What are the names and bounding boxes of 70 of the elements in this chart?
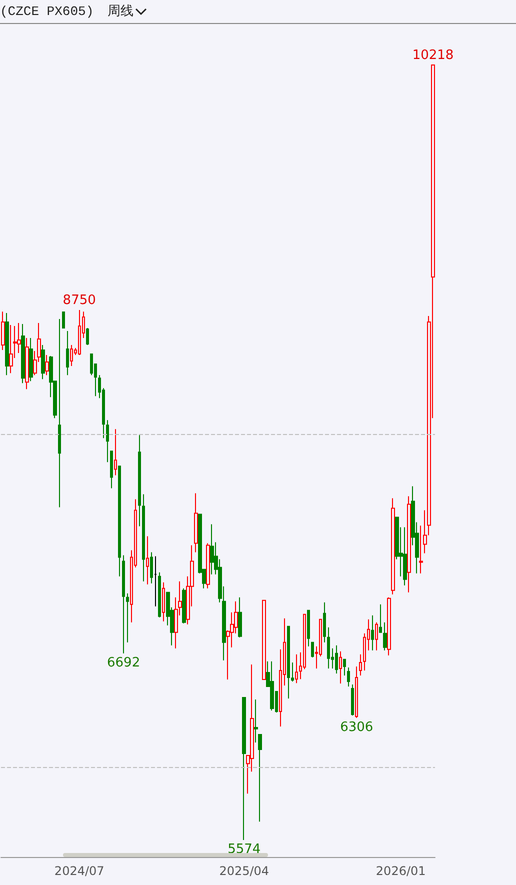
candlestick xyxy=(158,572,161,618)
candlestick xyxy=(118,466,121,577)
candlestick xyxy=(270,660,274,711)
candlestick xyxy=(254,698,258,744)
candlestick xyxy=(194,492,198,553)
candlestick xyxy=(323,602,326,643)
candlestick xyxy=(387,596,391,656)
candlestick xyxy=(150,552,153,584)
candlestick xyxy=(210,524,214,575)
candlestick xyxy=(5,312,9,376)
candlestick xyxy=(419,525,423,574)
annotation: 10218 xyxy=(412,48,454,63)
x-tick-label: 2025/04 xyxy=(219,864,270,878)
annotation: 5574 xyxy=(228,842,261,857)
candlestick xyxy=(45,354,49,376)
candlestick xyxy=(347,666,350,687)
candlestick xyxy=(9,324,13,374)
candlestick xyxy=(1,311,5,351)
candlestick xyxy=(359,654,362,676)
annotation: 6692 xyxy=(107,655,140,670)
candlestick xyxy=(110,450,113,489)
x-tick-label: 2024/07 xyxy=(54,864,104,878)
candlestick xyxy=(114,428,117,476)
candlestick xyxy=(86,328,89,346)
candlestick xyxy=(126,592,129,643)
candlestick xyxy=(391,498,395,595)
candlestick xyxy=(383,622,387,651)
candlestick xyxy=(21,324,25,384)
candlestick xyxy=(407,496,411,593)
candlestick xyxy=(29,338,33,382)
candlestick xyxy=(78,309,81,356)
annotation: 8750 xyxy=(62,292,96,308)
candlestick xyxy=(262,600,266,680)
candlestick xyxy=(355,666,358,718)
candlestick xyxy=(238,596,242,638)
chart-subtitle: 周线 xyxy=(108,3,134,21)
candlestick xyxy=(343,658,346,676)
candlestick xyxy=(142,494,145,582)
candlestick xyxy=(371,614,374,651)
candlestick xyxy=(307,610,310,647)
candlestick xyxy=(122,554,125,654)
candlestick xyxy=(375,622,378,651)
candlestick xyxy=(138,434,141,527)
candlestick xyxy=(146,536,149,585)
candlestick xyxy=(311,642,314,658)
x-tick-label: 2026/01 xyxy=(376,864,426,878)
annotation: 6306 xyxy=(340,720,374,735)
candlestick xyxy=(70,344,73,367)
chart-title: (CZCE PX605) xyxy=(0,3,94,21)
candlestick xyxy=(17,322,21,354)
candlestick xyxy=(154,556,157,607)
candlestick xyxy=(379,604,382,633)
candlestick xyxy=(242,696,246,840)
candlestick xyxy=(335,644,338,674)
candlestick xyxy=(162,582,165,622)
candlestick xyxy=(106,420,109,463)
candlestick xyxy=(206,542,210,589)
candlestick xyxy=(25,338,29,390)
candlestick xyxy=(351,684,354,716)
candlestick xyxy=(182,588,186,624)
candlestick xyxy=(58,318,61,508)
candlestick xyxy=(287,626,290,699)
candlestick xyxy=(62,311,65,329)
candlestick xyxy=(66,330,69,376)
candlestick xyxy=(339,650,342,684)
candlestick xyxy=(41,344,45,380)
candlestick xyxy=(327,626,330,669)
candlestick xyxy=(258,734,262,822)
candlestick xyxy=(403,526,407,586)
candlestick xyxy=(295,654,298,684)
